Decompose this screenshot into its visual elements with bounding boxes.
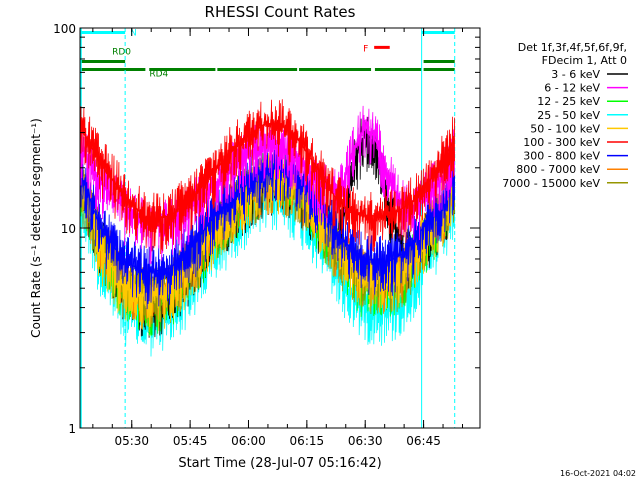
legend-entry-label: 300 - 800 keV xyxy=(523,150,600,163)
y-tick-label: 1 xyxy=(68,422,76,436)
legend-entry-label: 25 - 50 keV xyxy=(537,109,600,122)
legend-entry-label: 100 - 300 keV xyxy=(523,136,600,149)
state-bar-label-rd0: RD0 xyxy=(112,47,131,57)
x-tick-label: 06:00 xyxy=(231,434,266,448)
chart-title: RHESSI Count Rates xyxy=(205,3,356,21)
y-axis: 1 10 100 xyxy=(53,22,480,436)
x-tick-label: 06:30 xyxy=(348,434,383,448)
state-bar-label-n: N xyxy=(130,28,137,38)
x-axis: 05:30 05:45 06:00 06:15 06:30 06:45 xyxy=(92,28,463,448)
x-axis-label: Start Time (28-Jul-07 05:16:42) xyxy=(178,456,381,471)
series-6-noise xyxy=(79,142,455,310)
series-6-group xyxy=(79,142,456,310)
state-bar-label-f: F xyxy=(363,44,368,54)
x-tick-label: 06:15 xyxy=(290,434,325,448)
legend-entry-label: 50 - 100 keV xyxy=(530,122,600,135)
state-bar-label-rd4: RD4 xyxy=(149,70,168,80)
legend-entry-label: 6 - 12 keV xyxy=(544,82,600,95)
y-axis-label: Count Rate (s⁻¹ detector segment⁻¹) xyxy=(29,118,43,338)
series-layer xyxy=(79,99,456,357)
series-5-group xyxy=(79,99,456,255)
legend-entry-label: 800 - 7000 keV xyxy=(516,163,600,176)
legend-entry-label: 3 - 6 keV xyxy=(551,68,600,81)
state-bars: N RD0 RD4 F xyxy=(80,28,455,80)
x-tick-label: 05:45 xyxy=(173,434,208,448)
x-tick-label: 05:30 xyxy=(114,434,149,448)
series-6-line xyxy=(79,167,456,274)
footer-timestamp: 16-Oct-2021 04:02 xyxy=(560,469,636,478)
legend: Det 1f,3f,4f,5f,6f,9f,FDecim 1, Att 03 -… xyxy=(502,41,628,190)
x-tick-label: 06:45 xyxy=(406,434,441,448)
series-5-line xyxy=(79,122,456,221)
legend-entry-label: 7000 - 15000 keV xyxy=(502,177,600,190)
y-tick-label: 100 xyxy=(53,22,76,36)
legend-entry-label: 12 - 25 keV xyxy=(537,95,600,108)
legend-header-line: FDecim 1, Att 0 xyxy=(542,54,627,67)
y-tick-label: 10 xyxy=(61,222,76,236)
legend-header-line: Det 1f,3f,4f,5f,6f,9f, xyxy=(518,41,627,54)
